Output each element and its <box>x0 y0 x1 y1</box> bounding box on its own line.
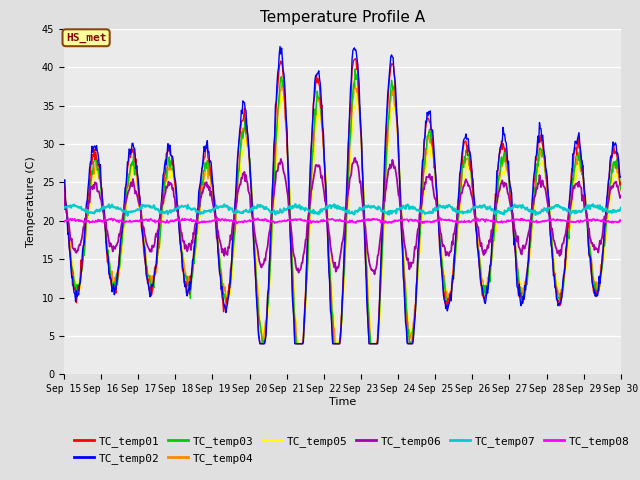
Text: HS_met: HS_met <box>66 33 106 43</box>
Title: Temperature Profile A: Temperature Profile A <box>260 10 425 25</box>
X-axis label: Time: Time <box>329 397 356 407</box>
Legend: TC_temp01, TC_temp02, TC_temp03, TC_temp04, TC_temp05, TC_temp06, TC_temp07, TC_: TC_temp01, TC_temp02, TC_temp03, TC_temp… <box>70 432 634 468</box>
Y-axis label: Temperature (C): Temperature (C) <box>26 156 36 247</box>
